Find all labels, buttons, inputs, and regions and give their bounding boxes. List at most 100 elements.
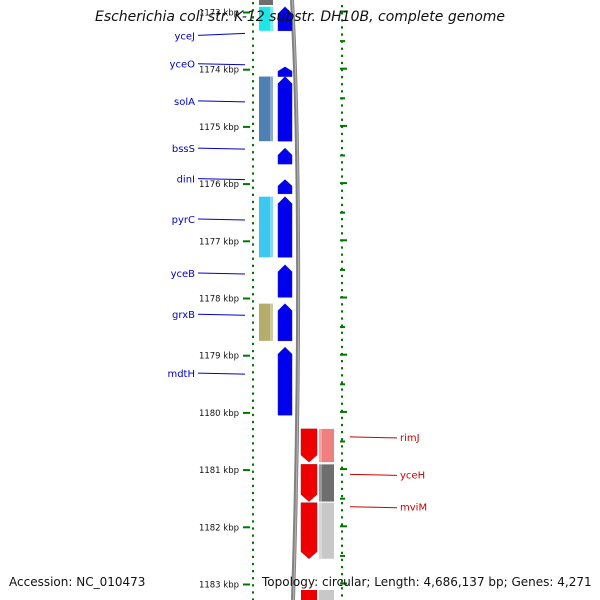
ruler-dot bbox=[341, 530, 343, 533]
gene-label-pyrC: pyrC bbox=[172, 215, 195, 226]
cog-box-grxB bbox=[259, 303, 273, 341]
ruler-dot bbox=[341, 310, 343, 313]
ruler-dot bbox=[341, 338, 343, 341]
ruler-dot bbox=[252, 129, 254, 133]
ruler-dot bbox=[341, 345, 343, 349]
ruler-dot bbox=[252, 399, 254, 402]
ruler-dot bbox=[341, 317, 343, 320]
gene-arrow-grxB bbox=[277, 303, 293, 342]
scale-tick-right bbox=[340, 182, 347, 185]
ruler-dot bbox=[341, 573, 343, 576]
gene-label-dinI: dinI bbox=[177, 175, 195, 186]
ruler-dot bbox=[252, 37, 254, 40]
scale-tick-right bbox=[340, 525, 347, 528]
gene-arrow-mviM bbox=[300, 502, 318, 560]
ruler-dot bbox=[252, 94, 254, 97]
ruler-dot bbox=[252, 16, 254, 19]
ruler-dot bbox=[252, 420, 254, 424]
cog-shade-grxB bbox=[270, 303, 273, 341]
ruler-dot bbox=[252, 193, 254, 196]
ruler-dot bbox=[252, 520, 254, 523]
ruler-dot bbox=[341, 246, 343, 249]
ruler-dot bbox=[252, 591, 254, 594]
ruler-dot bbox=[341, 83, 343, 86]
scale-label: 1178 kbp bbox=[199, 295, 239, 305]
ruler-dot bbox=[252, 562, 254, 566]
gene-leader-yceO bbox=[197, 63, 246, 66]
scale-tick bbox=[243, 183, 250, 186]
ruler-dot bbox=[341, 267, 343, 270]
ruler-dot bbox=[341, 558, 343, 562]
ruler-dot bbox=[252, 442, 254, 445]
ruler-dot bbox=[252, 215, 254, 218]
scale-tick bbox=[243, 240, 250, 243]
scale-tick bbox=[243, 469, 250, 472]
gene-leader-yceJ bbox=[197, 32, 246, 36]
scale-label: 1181 kbp bbox=[199, 466, 239, 476]
ruler-dot bbox=[341, 409, 343, 412]
ruler-dot bbox=[341, 68, 343, 72]
ruler-dot bbox=[341, 523, 343, 526]
ruler-dot bbox=[252, 513, 254, 516]
ruler-dot bbox=[341, 431, 343, 434]
scale-tick-right bbox=[340, 239, 347, 242]
scale-tick-right bbox=[340, 582, 347, 585]
ruler-dot bbox=[252, 51, 254, 54]
ruler-dot bbox=[252, 101, 254, 104]
ruler-dot bbox=[341, 118, 343, 121]
ruler-dot bbox=[252, 349, 254, 353]
cog-box-prev bbox=[259, 0, 273, 5]
ruler-dot bbox=[252, 541, 254, 544]
ruler-dot bbox=[341, 374, 343, 377]
ruler-dot bbox=[341, 565, 343, 569]
ruler-dot bbox=[252, 534, 254, 537]
ruler-dot bbox=[252, 307, 254, 310]
ruler-dot bbox=[252, 80, 254, 83]
ruler-dot bbox=[341, 360, 343, 363]
ruler-dot bbox=[252, 598, 254, 600]
cog-shade-yceJ bbox=[270, 6, 273, 31]
ruler-dot bbox=[252, 435, 254, 438]
ruler-dot bbox=[341, 402, 343, 405]
ruler-dot bbox=[341, 168, 343, 171]
ruler-dot bbox=[341, 281, 343, 285]
ruler-dot bbox=[341, 388, 343, 391]
kbp-scale: 1173 kbp 1174 kbp 1175 kbp 1176 kbp 1177 kbp… bbox=[199, 9, 347, 591]
ruler-dot bbox=[252, 9, 254, 12]
gene-arrow-yceJ bbox=[277, 6, 293, 32]
map-title: Escherichia coli str. K-12 substr. DH10B… bbox=[94, 9, 506, 25]
cog-shade-pyrC bbox=[270, 196, 273, 258]
ruler-dot bbox=[341, 580, 343, 583]
scale-tick-right bbox=[340, 353, 347, 356]
scale-tick-right bbox=[340, 468, 347, 471]
minor-tick bbox=[340, 554, 345, 557]
ruler-dot bbox=[252, 548, 254, 551]
cog-color-lane bbox=[259, 0, 334, 600]
ruler-dot bbox=[252, 30, 254, 33]
gene-arrow-dinI bbox=[277, 179, 293, 195]
ruler-dot bbox=[252, 158, 254, 161]
ruler-dot bbox=[341, 381, 343, 384]
backbone-highlight bbox=[291, 0, 300, 600]
gene-arrow-next bbox=[301, 590, 317, 600]
ruler-dot bbox=[252, 293, 254, 296]
minor-tick bbox=[340, 40, 345, 43]
ruler-dot bbox=[252, 499, 254, 502]
ruler-dot bbox=[341, 90, 343, 93]
ruler-dot bbox=[341, 445, 343, 448]
ruler-dot bbox=[341, 218, 343, 221]
ruler-dot bbox=[252, 385, 254, 388]
gene-label-grxB: grxB bbox=[172, 310, 195, 321]
ruler-dot bbox=[252, 328, 254, 331]
gene-leader-solA bbox=[197, 100, 246, 103]
cog-box-solA bbox=[259, 76, 273, 142]
ruler-dot bbox=[341, 76, 343, 79]
gene-leader-yceH bbox=[349, 473, 398, 476]
ruler-dot bbox=[341, 260, 343, 263]
ruler-dot bbox=[252, 357, 254, 360]
gene-arrow-bssS bbox=[277, 147, 293, 165]
ruler-dot bbox=[252, 335, 254, 338]
ruler-dot bbox=[252, 179, 254, 182]
scale-tick bbox=[243, 11, 250, 14]
ruler-dot bbox=[341, 438, 343, 441]
